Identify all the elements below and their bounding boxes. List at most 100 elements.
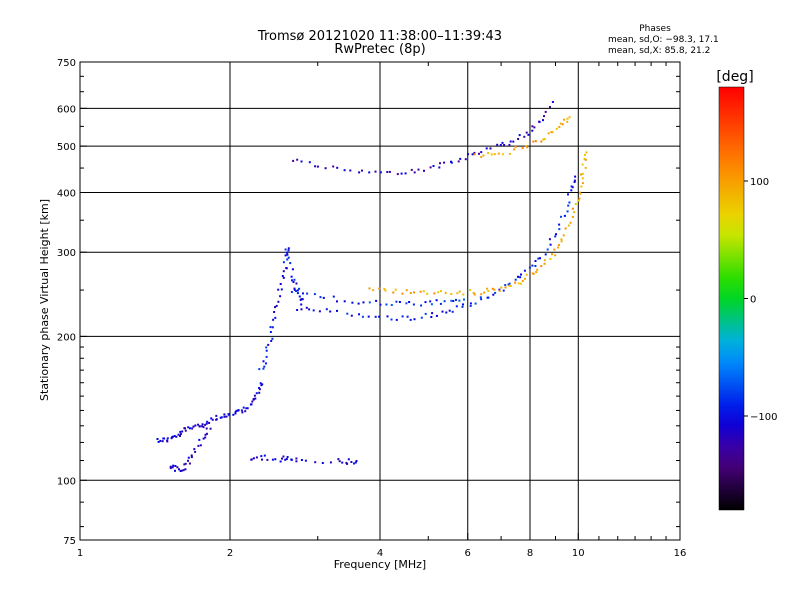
data-point	[293, 288, 296, 291]
data-point	[319, 296, 322, 299]
data-point	[291, 268, 294, 271]
data-point	[557, 246, 560, 249]
data-point	[271, 326, 274, 329]
data-point	[523, 269, 526, 272]
data-point	[520, 282, 522, 285]
data-point	[581, 177, 584, 180]
data-point	[550, 131, 553, 134]
data-point	[269, 331, 272, 333]
data-point	[426, 292, 429, 295]
data-point	[479, 296, 482, 299]
data-point	[420, 304, 423, 307]
data-point	[560, 238, 563, 241]
data-point	[452, 300, 455, 302]
x-tick-label: 16	[674, 548, 687, 559]
data-point	[554, 235, 557, 238]
y-tick-label: 500	[57, 142, 76, 153]
data-point	[355, 460, 358, 462]
data-point	[517, 282, 520, 285]
colorbar-label: [deg]	[716, 69, 753, 85]
data-point	[361, 315, 364, 318]
data-point	[574, 175, 577, 178]
data-point	[531, 129, 534, 132]
data-point	[438, 166, 441, 169]
data-point	[401, 292, 404, 295]
data-point	[405, 302, 408, 305]
data-point	[223, 415, 226, 418]
data-point	[540, 265, 543, 268]
data-point	[456, 292, 459, 295]
data-point	[463, 298, 465, 301]
data-point	[336, 300, 338, 303]
data-point	[261, 458, 263, 461]
data-point	[322, 296, 325, 299]
data-point	[361, 169, 363, 172]
data-point	[346, 462, 349, 465]
data-point	[566, 210, 569, 213]
data-point	[287, 247, 290, 250]
data-point	[561, 123, 564, 126]
data-point	[560, 215, 562, 218]
data-point	[570, 185, 573, 188]
data-point	[187, 456, 190, 459]
data-point	[306, 292, 309, 295]
data-point	[480, 298, 483, 301]
data-point	[543, 138, 546, 140]
data-point	[265, 362, 267, 365]
data-point	[295, 457, 298, 460]
data-point	[548, 238, 551, 241]
data-point	[549, 258, 552, 260]
data-point	[284, 254, 287, 257]
x-tick-label: 1	[77, 548, 83, 559]
y-tick-label: 750	[57, 58, 76, 69]
data-point	[252, 398, 255, 401]
data-point	[202, 426, 205, 429]
data-point	[419, 290, 422, 293]
colorbar-tick-label: 0	[750, 295, 756, 306]
data-point	[255, 456, 258, 459]
data-point	[266, 458, 269, 461]
data-point	[539, 257, 541, 260]
data-point	[584, 158, 587, 161]
data-point	[274, 306, 276, 309]
data-point	[271, 337, 274, 340]
data-point	[274, 316, 277, 319]
data-point	[286, 258, 289, 261]
data-point	[159, 439, 162, 442]
data-point	[175, 435, 178, 438]
data-point	[308, 161, 311, 164]
data-point	[332, 165, 335, 168]
data-point	[316, 165, 319, 168]
phases-x-stats: mean, sd,X: 85.8, 21.2	[608, 46, 710, 56]
data-point	[354, 461, 357, 464]
data-point	[255, 392, 258, 395]
data-point	[567, 224, 570, 227]
data-point	[353, 462, 355, 465]
data-point	[295, 460, 298, 463]
data-point	[246, 407, 249, 410]
data-point	[332, 295, 335, 298]
data-point	[458, 299, 461, 302]
data-point	[262, 360, 265, 363]
data-point	[469, 302, 472, 305]
data-point	[374, 315, 377, 318]
data-point	[455, 305, 458, 308]
data-point	[566, 117, 569, 120]
data-point	[209, 427, 212, 430]
data-point	[498, 288, 501, 291]
data-point	[181, 430, 184, 433]
x-tick-label: 6	[465, 548, 471, 559]
data-point	[299, 298, 302, 301]
data-point	[396, 173, 399, 176]
data-point	[532, 140, 535, 143]
data-point	[337, 458, 340, 461]
data-point	[508, 284, 511, 287]
data-point	[171, 466, 174, 469]
data-point	[395, 300, 398, 303]
data-point	[540, 140, 543, 143]
data-point	[298, 295, 301, 298]
data-point	[500, 286, 503, 289]
data-point	[223, 413, 226, 416]
data-point	[562, 234, 565, 237]
plot-frame	[79, 61, 681, 541]
